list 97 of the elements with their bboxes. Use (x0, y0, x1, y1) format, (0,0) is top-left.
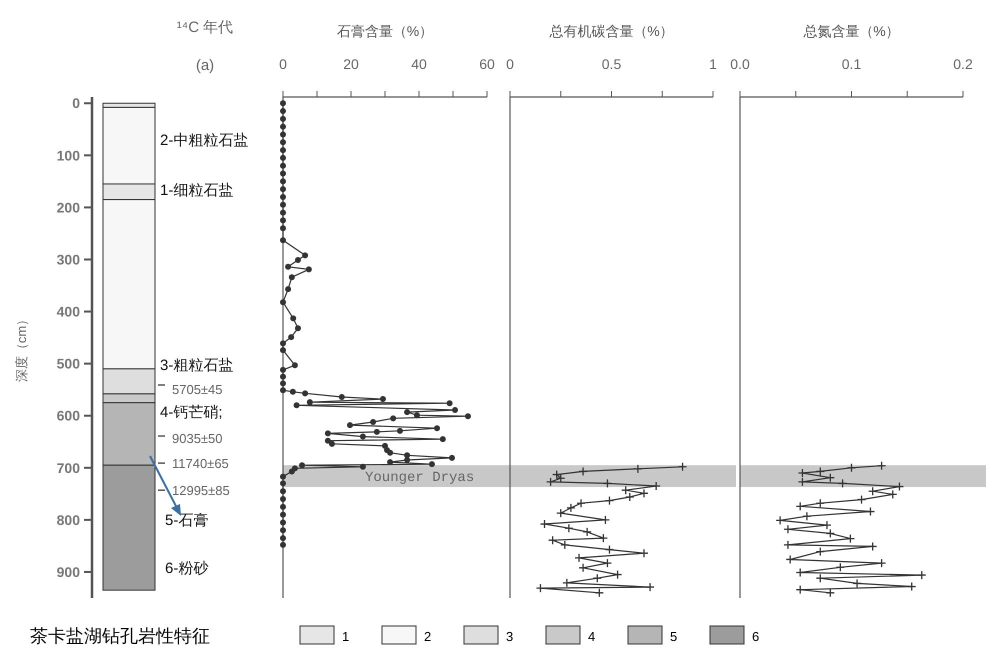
y-tick-label: 200 (56, 199, 80, 216)
text: 3-粗粒石盐 (160, 357, 234, 374)
y-tick-label: 800 (56, 512, 80, 528)
point (816, 547, 825, 556)
point (556, 474, 566, 483)
x-axis-title: 总氮含量（%） (802, 23, 900, 39)
point (868, 542, 878, 552)
point (888, 490, 898, 500)
point (678, 462, 688, 472)
point (852, 578, 862, 588)
point (639, 488, 649, 498)
y-tick-label: 300 (56, 251, 80, 268)
y-tick-label: 600 (56, 408, 80, 424)
text: 9035±50 (172, 431, 223, 446)
point (816, 498, 825, 508)
point (548, 536, 558, 545)
point (796, 568, 805, 578)
text: 茶卡盐湖钻孔岩性特征 (30, 626, 210, 646)
legend-label: 1 (342, 629, 350, 644)
x-tick-label: 0 (279, 56, 288, 72)
x-tick-label: 60 (479, 56, 495, 72)
y-axis-title: 深度（cm） (14, 312, 29, 382)
point (602, 478, 612, 488)
y-tick-label: 400 (56, 304, 80, 320)
text: ¹⁴C 年代 (176, 19, 234, 36)
text: 11740±65 (172, 456, 229, 471)
x-tick-label: 0.1 (842, 56, 862, 72)
x-tick-label: 0.5 (602, 56, 622, 72)
point (594, 588, 604, 598)
text: (a) (196, 57, 214, 74)
point (786, 554, 795, 564)
point (560, 540, 570, 550)
point (856, 494, 866, 504)
point (838, 478, 848, 488)
x-axis-title: 总有机碳含量（%） (548, 23, 674, 39)
point (598, 533, 608, 543)
point (876, 461, 886, 470)
point (552, 470, 562, 480)
point (796, 585, 805, 594)
point (633, 464, 643, 474)
point (816, 466, 825, 476)
point (868, 486, 878, 496)
x-tick-label: 20 (343, 56, 359, 72)
point (846, 463, 856, 472)
point (826, 473, 835, 482)
x-tick-label: 40 (411, 56, 427, 72)
point (578, 466, 588, 476)
point (576, 498, 586, 508)
point (578, 563, 588, 572)
point (612, 570, 622, 580)
x-axis-title: 石膏含量（%） (336, 23, 434, 39)
point (582, 527, 592, 537)
point (802, 512, 812, 521)
point (826, 528, 835, 538)
band-label: Younger Dryas (365, 470, 474, 486)
x-tick-label: 1 (709, 56, 718, 72)
point (894, 482, 904, 492)
point (645, 582, 655, 592)
point (866, 506, 876, 516)
point (540, 519, 550, 529)
point (836, 562, 845, 572)
legend-label: 3 (506, 629, 514, 644)
point (816, 574, 825, 583)
text: 4-钙芒硝; (160, 404, 223, 421)
point (566, 503, 576, 513)
text: 5-石膏 (165, 512, 208, 529)
y-tick-label: 0 (72, 95, 80, 112)
text: 1-细粒石盐 (160, 182, 234, 199)
y-tick-label: 100 (56, 147, 80, 164)
text: 6-粉砂 (165, 560, 208, 577)
legend-label: 4 (588, 629, 596, 644)
text: 5705±45 (172, 382, 223, 397)
point (652, 481, 661, 491)
point (556, 508, 566, 518)
point (798, 468, 808, 478)
x-tick-label: 0 (506, 56, 514, 72)
y-tick-label: 700 (56, 460, 80, 476)
point (592, 574, 602, 583)
point (846, 534, 856, 544)
point (564, 524, 574, 533)
x-tick-label: 0.2 (953, 56, 973, 72)
point (546, 477, 556, 487)
point (604, 496, 614, 506)
x-tick-label: 0.0 (730, 56, 750, 72)
legend-label: 5 (670, 629, 678, 644)
point (574, 553, 584, 563)
point (917, 570, 926, 580)
y-tick-label: 500 (56, 356, 80, 372)
legend-label: 2 (424, 629, 432, 644)
y-tick-label: 900 (56, 564, 80, 580)
point (602, 558, 612, 568)
point (907, 582, 916, 592)
point (604, 544, 614, 554)
text: 12995±85 (172, 483, 230, 498)
legend-label: 6 (752, 629, 760, 644)
text: 2-中粗粒石盐 (160, 132, 248, 149)
point (826, 588, 835, 598)
